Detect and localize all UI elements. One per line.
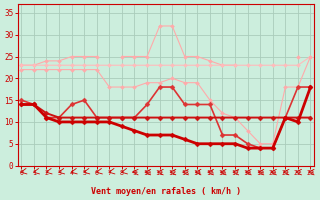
X-axis label: Vent moyen/en rafales ( km/h ): Vent moyen/en rafales ( km/h ) [91,187,241,196]
